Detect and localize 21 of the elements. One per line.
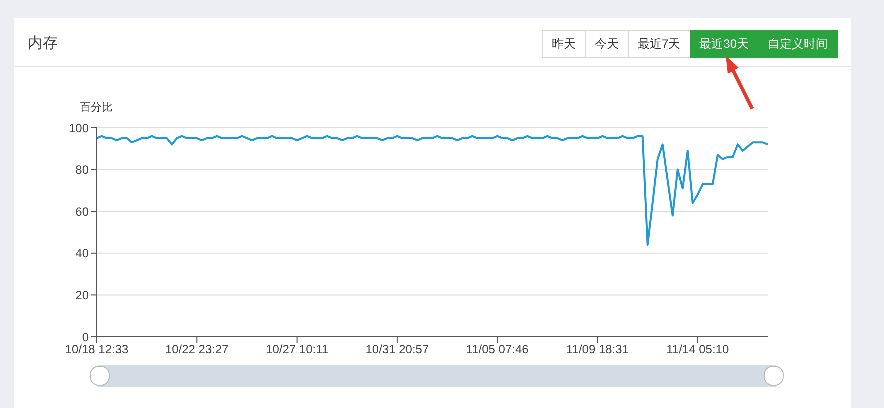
text: 今天	[584, 30, 629, 58]
y-tick-label: 100	[68, 121, 90, 136]
x-tick-label: 11/05 07:46	[466, 342, 530, 357]
text: 最近30天	[690, 30, 759, 58]
y-tick-label: 0	[82, 330, 90, 344]
x-tick-label: 11/14 05:10	[666, 342, 730, 357]
text: 自定义时间	[758, 30, 838, 58]
y-tick-label: 40	[76, 246, 90, 261]
y-tick-label: 80	[76, 163, 90, 178]
line-series	[97, 135, 768, 246]
x-tick-label: 11/09 18:31	[566, 342, 630, 357]
x-tick-label: 10/18 12:33	[65, 342, 130, 357]
chart-title: 内存	[28, 34, 58, 53]
y-tick-label: 60	[76, 204, 90, 219]
x-tick-label: 10/22 23:27	[165, 342, 230, 357]
text: 最近7天	[628, 30, 691, 58]
text: 昨天	[542, 30, 586, 58]
x-tick-label: 10/27 10:11	[266, 342, 329, 357]
x-tick-label: 10/31 20:57	[366, 342, 430, 357]
y-tick-label: 20	[76, 288, 90, 302]
y-axis-title: 百分比	[80, 101, 113, 115]
